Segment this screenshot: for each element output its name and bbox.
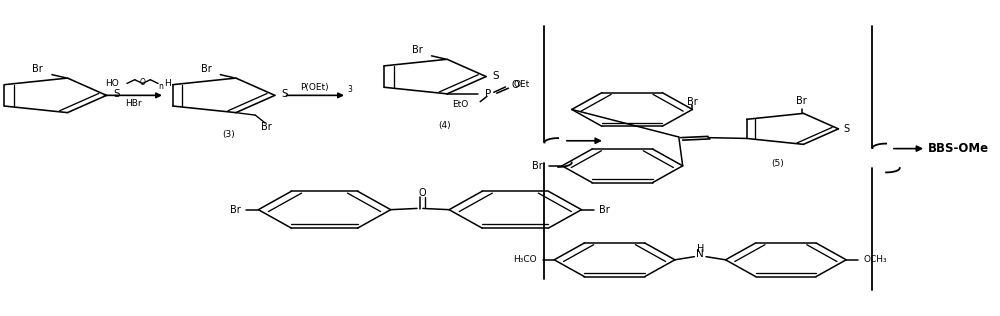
Text: O: O <box>140 78 145 87</box>
Text: H: H <box>164 79 171 88</box>
Text: HO: HO <box>106 79 119 88</box>
Text: O: O <box>511 80 519 90</box>
Text: 3: 3 <box>348 85 353 94</box>
Text: Br: Br <box>230 205 241 215</box>
Text: O: O <box>418 188 426 198</box>
Text: S: S <box>113 89 120 100</box>
Text: Br: Br <box>412 45 423 55</box>
Text: N: N <box>696 249 704 259</box>
Text: Br: Br <box>201 64 212 74</box>
Text: BBS-OMe: BBS-OMe <box>928 142 989 155</box>
Text: HBr: HBr <box>125 99 142 108</box>
Text: H₃CO: H₃CO <box>513 255 537 264</box>
Text: Br: Br <box>796 96 807 106</box>
Text: OCH₃: OCH₃ <box>864 255 887 264</box>
Text: n: n <box>158 82 163 91</box>
Text: S: S <box>493 70 499 81</box>
Text: P: P <box>485 89 491 99</box>
Text: P(OEt): P(OEt) <box>300 83 329 92</box>
Text: Br: Br <box>687 97 698 107</box>
Text: Br: Br <box>261 122 271 132</box>
Text: (5): (5) <box>772 159 784 168</box>
Text: Br: Br <box>599 205 610 215</box>
Text: S: S <box>843 124 849 134</box>
Text: EtO: EtO <box>452 100 468 109</box>
Text: OEt: OEt <box>513 80 530 89</box>
Text: S: S <box>281 89 288 100</box>
Text: (3): (3) <box>222 130 235 139</box>
Text: H: H <box>697 244 704 254</box>
Text: Br: Br <box>532 161 543 171</box>
Text: Br: Br <box>32 64 43 74</box>
Text: (4): (4) <box>438 121 451 130</box>
